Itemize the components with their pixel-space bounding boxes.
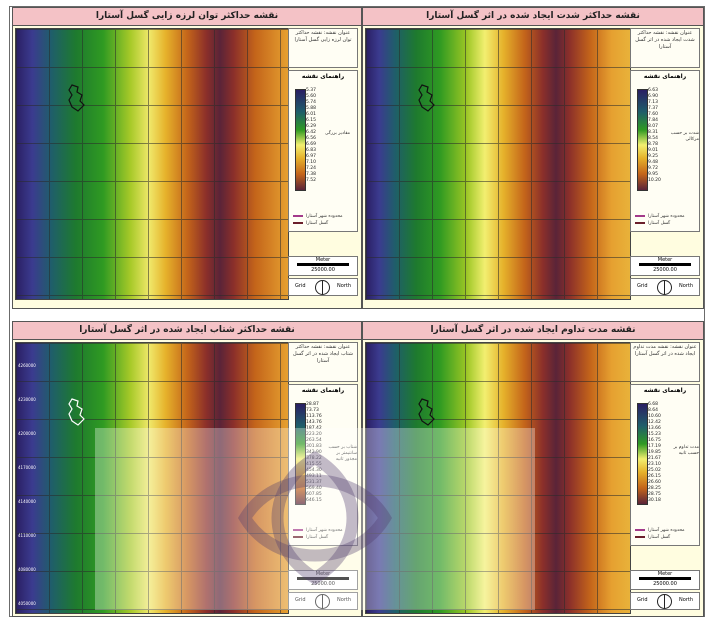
acceleration-map: 4260000 4230000 4200000 4170000 4140000 …: [15, 342, 289, 614]
legend-colorbar: [295, 89, 306, 191]
scale-bar: Meter 25000.00: [630, 570, 700, 590]
panel-max-magnitude: نقشه حداکثر توان لرزه زایی گسل آستارا عن…: [12, 7, 362, 309]
map-sheet: نقشه حداکثر شدت ایجاد شده در اثر گسل آست…: [9, 6, 705, 617]
north-arrow-icon: [315, 594, 330, 609]
city-boundary-icon: [418, 84, 435, 112]
map-legend: عنوان نقشه: نقشه حداکثر شدت ایجاد شده در…: [630, 28, 700, 298]
city-boundary-icon: [418, 398, 435, 426]
north-arrow: Grid North: [288, 592, 358, 610]
panel-title: نقشه حداکثر شدت ایجاد شده در اثر گسل آست…: [363, 8, 703, 26]
legend-title-box: عنوان نقشه: نقشه حداکثر شدت ایجاد شده در…: [630, 28, 700, 68]
legend-colorbar: [295, 403, 306, 505]
legend-ticks: 6.68 8.64 10.60 12.42 13.66 15.23 16.75 17.19 …: [648, 402, 661, 503]
map-grid: [366, 343, 630, 613]
duration-map: [365, 342, 631, 614]
city-boundary-icon: [68, 84, 85, 112]
legend-unit-note: مدت تداوم بر حسب ثانیه: [673, 445, 699, 456]
north-arrow: Grid North: [630, 278, 700, 296]
scale-bar: Meter 25000.00: [288, 256, 358, 276]
legend-header: راهنمای نقشه: [301, 73, 345, 80]
panel-max-intensity: نقشه حداکثر شدت ایجاد شده در اثر گسل آست…: [362, 7, 704, 309]
legend-box: راهنمای نقشه 6.63 6.90 7.13 7.37 7.60 7.84 8.…: [630, 70, 700, 232]
north-arrow-icon: [657, 280, 672, 295]
panel-duration: نقشه مدت تداوم ایجاد شده در اثر گسل آستا…: [362, 321, 704, 617]
north-arrow-icon: [315, 280, 330, 295]
legend-unit-note: شدت بر حسب مرکالی: [670, 131, 699, 142]
intensity-map: [365, 28, 631, 300]
north-arrow: Grid North: [288, 278, 358, 296]
map-legend: عنوان نقشه: نقشه حداکثر توان لرزه زایی گ…: [288, 28, 358, 298]
legend-box: راهنمای نقشه 5.37 5.60 5.74 5.88 6.01 6.15 6.…: [288, 70, 358, 232]
scale-bar: Meter 25000.00: [288, 570, 358, 590]
legend-unit-note: شتاب بر حسب سانتیمتر بر مجذور ثانیه: [328, 445, 357, 462]
legend-unit-note: مقادیر بزرگی: [325, 131, 351, 136]
legend-ticks: 5.37 5.60 5.74 5.88 6.01 6.15 6.29 6.42 6.56 6.…: [306, 88, 317, 183]
legend-title-box: عنوان نقشه: نقشه حداکثر شتاب ایجاد شده د…: [288, 342, 358, 382]
legend-lines: محدوده شهر آستارا گسل آستارا: [293, 213, 343, 227]
magnitude-map: [15, 28, 289, 300]
legend-lines: محدوده شهر آستارا گسل آستارا: [635, 527, 685, 541]
legend-lines: محدوده شهر آستارا گسل آستارا: [293, 527, 343, 541]
panel-title: نقشه حداکثر توان لرزه زایی گسل آستارا: [13, 8, 361, 26]
legend-box: راهنمای نقشه 6.68 8.64 10.60 12.42 13.66 15.…: [630, 384, 700, 546]
legend-colorbar: [637, 89, 648, 191]
city-boundary-icon: [68, 398, 85, 426]
map-grid: [16, 29, 288, 299]
map-grid: [366, 29, 630, 299]
legend-header: راهنمای نقشه: [301, 387, 345, 394]
legend-ticks: 28.87 73.73 113.76 143.76 187.42 223.20 263.5…: [306, 402, 322, 503]
map-legend: عنوان نقشه: نقشه مدت تداوم ایجاد شده در …: [630, 342, 700, 612]
panel-title: نقشه حداکثر شتاب ایجاد شده در اثر گسل آس…: [13, 322, 361, 340]
map-grid: [16, 343, 288, 613]
legend-title-box: عنوان نقشه: نقشه حداکثر توان لرزه زایی گ…: [288, 28, 358, 68]
legend-title-box: عنوان نقشه: نقشه مدت تداوم ایجاد شده در …: [630, 342, 700, 382]
north-arrow-icon: [657, 594, 672, 609]
north-arrow: Grid North: [630, 592, 700, 610]
scale-bar: Meter 25000.00: [630, 256, 700, 276]
legend-lines: محدوده شهر آستارا گسل آستارا: [635, 213, 685, 227]
legend-header: راهنمای نقشه: [643, 73, 687, 80]
legend-ticks: 6.63 6.90 7.13 7.37 7.60 7.84 8.07 8.31 8.54 8.…: [648, 88, 661, 183]
legend-box: راهنمای نقشه 28.87 73.73 113.76 143.76 187.…: [288, 384, 358, 546]
legend-header: راهنمای نقشه: [643, 387, 687, 394]
panel-title: نقشه مدت تداوم ایجاد شده در اثر گسل آستا…: [363, 322, 703, 340]
map-legend: عنوان نقشه: نقشه حداکثر شتاب ایجاد شده د…: [288, 342, 358, 612]
panel-max-acceleration: نقشه حداکثر شتاب ایجاد شده در اثر گسل آس…: [12, 321, 362, 617]
legend-colorbar: [637, 403, 648, 505]
